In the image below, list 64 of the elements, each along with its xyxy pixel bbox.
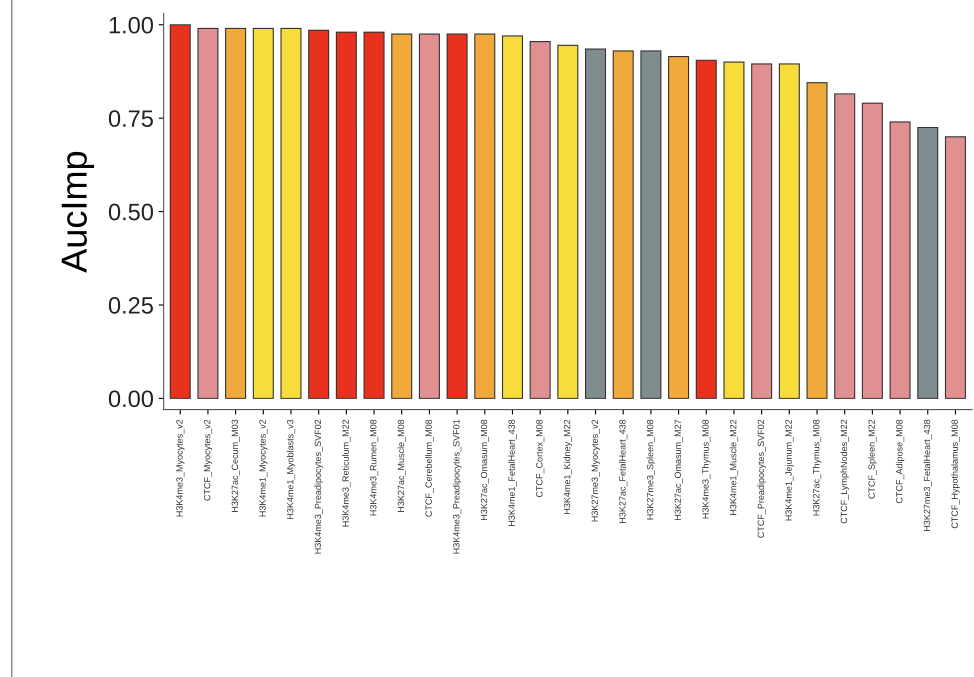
x-tick-label: H3K27ac_Omasum_M27 [674, 420, 683, 520]
x-tick-label: H3K4me1_FetalHeart_438 [508, 420, 517, 526]
x-tick-label: H3K4me3_Reticulum_M22 [342, 420, 350, 526]
x-tick-label: H3K27me3_FetalHeart_438 [924, 420, 932, 531]
x-tick-label: H3K4me1_Myoblasts_v3 [286, 420, 296, 519]
x-tick-label: H3K27ac_Thymus_M08 [812, 420, 822, 516]
bar [446, 34, 468, 399]
bar [612, 50, 634, 399]
x-tick-label: H3K4me1_Kidney_M22 [564, 420, 572, 514]
x-tick-label: H3K4me1_Jejunum_M22 [785, 420, 794, 520]
bar [225, 28, 246, 399]
bar [418, 34, 440, 399]
y-tick-label: 1.00 [110, 16, 153, 34]
bar [391, 34, 412, 399]
x-tick-label: H3K27ac_Cecum_M03 [232, 420, 240, 512]
y-tick-label: 0.25 [108, 297, 153, 314]
x-tick-label: H3K4me3_Thymus_M08 [702, 420, 710, 518]
bar [308, 30, 330, 399]
bar [280, 28, 302, 399]
bar [170, 24, 191, 399]
bar [336, 32, 357, 399]
x-tick-label: CTCF_LymphNodes_M22 [840, 420, 849, 524]
bar [502, 35, 523, 399]
x-tick-label: H3K27ac_Muscle_M08 [398, 420, 406, 512]
x-tick-label: H3K4me1_Myocytes_v2 [259, 420, 268, 516]
bar [530, 41, 551, 399]
x-tick-label: H3K27me3_Spleen_M08 [646, 420, 656, 520]
x-tick-label: H3K27ac_FetalHeart_438 [619, 420, 628, 523]
bar [944, 136, 966, 399]
bar [585, 48, 606, 399]
x-tick-label: H3K27me3_Myocytes_v2 [592, 420, 600, 522]
x-tick-label: CTCF_Cortex_M08 [536, 420, 544, 498]
bar [723, 62, 744, 399]
bar [696, 60, 717, 399]
y-tick-label: 0.00 [108, 390, 153, 408]
x-tick-label: CTCF_Spleen_M22 [868, 420, 877, 499]
bar [474, 34, 496, 399]
bar [834, 93, 856, 399]
x-tick-label: H3K4me3_Preadipocytes_SVF02 [314, 420, 323, 554]
bar [668, 56, 690, 399]
bar [197, 28, 218, 399]
x-tick-label: CTCF_Adipose_M08 [896, 420, 904, 504]
bar [890, 121, 911, 399]
x-tick-label: H3K4me3_Preadipocytes_SVF01 [452, 420, 462, 554]
bar [917, 126, 938, 399]
y-tick-label: 0.75 [108, 110, 153, 127]
bar [364, 32, 385, 399]
x-tick-label: H3K4me3_Rumen_M08 [370, 420, 378, 516]
x-tick-label: CTCF_Hypothalamus_M08 [951, 420, 960, 528]
y-tick-label: 0.50 [108, 204, 153, 220]
x-tick-label: CTCF_Cerebellum_M08 [425, 420, 434, 517]
bar [751, 63, 772, 399]
x-tick-label: CTCF_Myocytes_v2 [204, 420, 212, 501]
x-tick-label: H3K4me3_Myocytes_v2 [176, 420, 184, 516]
bar [252, 28, 274, 399]
bar [557, 44, 578, 399]
y-axis-title: AucImp [62, 152, 94, 273]
x-tick-label: CTCF_Preadipocytes_SVF02 [757, 420, 766, 538]
x-tick-label: H3K4me1_Muscle_M22 [730, 420, 738, 515]
bar [778, 63, 800, 399]
bar [806, 82, 828, 399]
bar [862, 102, 883, 399]
x-tick-label: H3K27ac_Omasum_M08 [480, 420, 489, 520]
bar [640, 50, 662, 399]
